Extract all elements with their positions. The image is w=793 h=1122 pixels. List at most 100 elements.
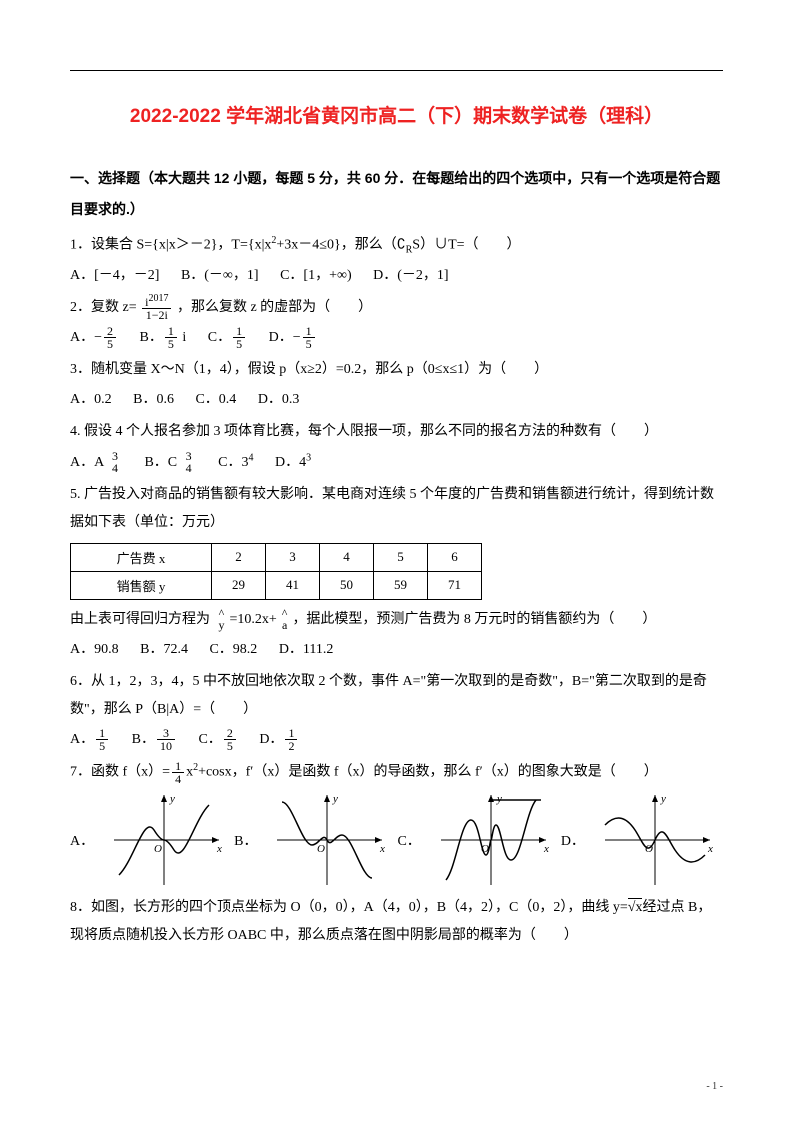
q5-ahat: ^a [279,607,291,631]
q8-a: 8．如图，长方形的四个顶点坐标为 O（0，0），A（4，0），B（4，2），C（… [70,900,628,915]
q5-opt-a: A．90.8 [70,642,119,657]
q5-c10: 29 [212,571,266,599]
q1-text-a: 1．设集合 S={x|x＞－2}，T={x|x [70,237,271,252]
q8-sqrt: √x [628,898,643,915]
q5-th1: 广告费 x [71,543,212,571]
q5-table: 广告费 x 2 3 4 5 6 销售额 y 29 41 50 59 71 [70,543,482,600]
q4-opt-d: D．43 [275,455,311,470]
q1-options: A．[－4，－2] B．(－∞，1] C．[1，+∞) D．(－2，1] [70,262,723,290]
q6-options: A．15 B．310 C．25 D．12 [70,726,723,754]
question-8: 8．如图，长方形的四个顶点坐标为 O（0，0），A（4，0），B（4，2），C（… [70,894,723,950]
q1-text-b: +3x－4≤0}，那么（∁ [276,237,405,252]
q7-pre: 7．函数 f（x）= [70,764,170,779]
page-number: - 1 - [706,1081,723,1092]
q5-opt-b: B．72.4 [140,642,188,657]
q2-num-sup: 2017 [148,293,168,304]
q1-text-c: S）∪T=（ ） [412,237,520,252]
q7-fd: 4 [172,773,184,785]
q6-a-d: 5 [96,740,108,752]
q7-graph-a-icon: x y O [104,790,224,890]
table-row: 广告费 x 2 3 4 5 6 [71,543,482,571]
q7-label-d: D． [561,830,585,850]
q4-d-sup: 3 [306,452,311,463]
q2-opt-c: C．15 [208,330,247,345]
q3-options: A．0.2 B．0.6 C．0.4 D．0.3 [70,386,723,414]
q6-opt-d: D．12 [259,732,299,747]
q4-d: D．4 [275,455,306,470]
q2-den: 1−2i [142,309,171,321]
svg-text:x: x [707,843,713,855]
q5-c12: 50 [320,571,374,599]
q7-graph-b-icon: xyO [267,790,387,890]
question-6: 6．从 1，2，3，4，5 中不放回地依次取 2 个数，事件 A="第一次取到的… [70,668,723,724]
q3-opt-a: A．0.2 [70,392,112,407]
q4-b-pre: B．C [144,455,180,470]
q7-graphs: A． xyO B． xyO C． xyO D． xyO [70,790,723,890]
q5-ahat-bot: a [279,619,291,631]
q6-d-d: 2 [285,740,297,752]
q5-c00: 2 [212,543,266,571]
q7-label-c: C． [397,830,420,850]
q4-a-pre: A．A [70,455,107,470]
q2-b-d: 5 [165,338,177,350]
q4-opt-c: C．34 [218,455,253,470]
q5-yhat-bot: y [216,619,228,631]
q5-c11: 41 [266,571,320,599]
q4-c-sup: 4 [248,452,253,463]
q7-mid: x [186,764,193,779]
q6-c-pre: C． [198,732,221,747]
q3-opt-d: D．0.3 [258,392,300,407]
question-2: 2．复数 z= i2017 1−2i ，那么复数 z 的虚部为（ ） [70,294,723,322]
q2-opt-d: D．−15 [269,330,317,345]
q2-d-pre: D．− [269,330,301,345]
q6-c-d: 5 [224,740,236,752]
q6-opt-c: C．25 [198,732,237,747]
q5-text2: 由上表可得回归方程为 ^y=10.2x+^a，据此模型，预测广告费为 8 万元时… [70,606,723,634]
svg-text:y: y [660,793,666,805]
exam-title: 2022-2022 学年湖北省黄冈市高二（下）期末数学试卷（理科） [70,101,723,128]
q5-options: A．90.8 B．72.4 C．98.2 D．111.2 [70,636,723,664]
q7-label-b: B． [234,830,257,850]
q6-a-pre: A． [70,732,94,747]
q2-b-pre: B． [140,330,163,345]
q1-opt-a: A．[－4，－2] [70,268,159,283]
q2-post: ，那么复数 z 的虚部为（ ） [177,300,372,315]
question-7: 7．函数 f（x）=14x2+cosx，f′（x）是函数 f（x）的导函数，那么… [70,758,723,787]
q5-c01: 3 [266,543,320,571]
q7-post: +cosx，f′（x）是函数 f（x）的导函数，那么 f′（x）的图象大致是（ … [198,764,658,779]
q1-opt-c: C．[1，+∞) [280,268,352,283]
q5-c04: 6 [428,543,482,571]
q2-c-d: 5 [233,338,245,350]
q4-b-bot: 4 [183,462,195,474]
q1-opt-b: B．(－∞，1] [181,268,259,283]
q7-graph-c-icon: xyO [431,790,551,890]
q5-t2c: ，据此模型，预测广告费为 8 万元时的销售额约为（ ） [292,612,656,627]
q2-frac: i2017 1−2i [142,294,171,321]
q5-yhat: ^y [216,607,228,631]
question-1: 1．设集合 S={x|x＞－2}，T={x|x2+3x－4≤0}，那么（∁RS）… [70,231,723,260]
q6-d-pre: D． [259,732,283,747]
svg-text:O: O [154,843,162,855]
q5-c03: 5 [374,543,428,571]
top-horizontal-rule [70,70,723,71]
q5-c14: 71 [428,571,482,599]
q2-a-pre: A．− [70,330,102,345]
q5-t2a: 由上表可得回归方程为 [70,612,214,627]
q5-opt-d: D．111.2 [279,642,334,657]
svg-text:y: y [169,793,175,805]
svg-text:y: y [332,793,338,805]
q3-opt-c: C．0.4 [195,392,236,407]
svg-text:x: x [216,843,222,855]
q7-fn: 1 [172,760,184,773]
q3-opt-b: B．0.6 [133,392,174,407]
q6-opt-b: B．310 [132,732,177,747]
question-4: 4. 假设 4 个人报名参加 3 项体育比赛，每个人限报一项，那么不同的报名方法… [70,418,723,446]
svg-text:y: y [496,793,502,805]
q6-b-d: 10 [157,740,175,752]
q4-c: C．3 [218,455,248,470]
q7-graph-d-icon: xyO [595,790,715,890]
q2-opt-a: A．−25 [70,330,118,345]
svg-text:O: O [317,843,325,855]
section-heading: 一、选择题（本大题共 12 小题，每题 5 分，共 60 分．在每题给出的四个选… [70,163,723,225]
q5-c02: 4 [320,543,374,571]
